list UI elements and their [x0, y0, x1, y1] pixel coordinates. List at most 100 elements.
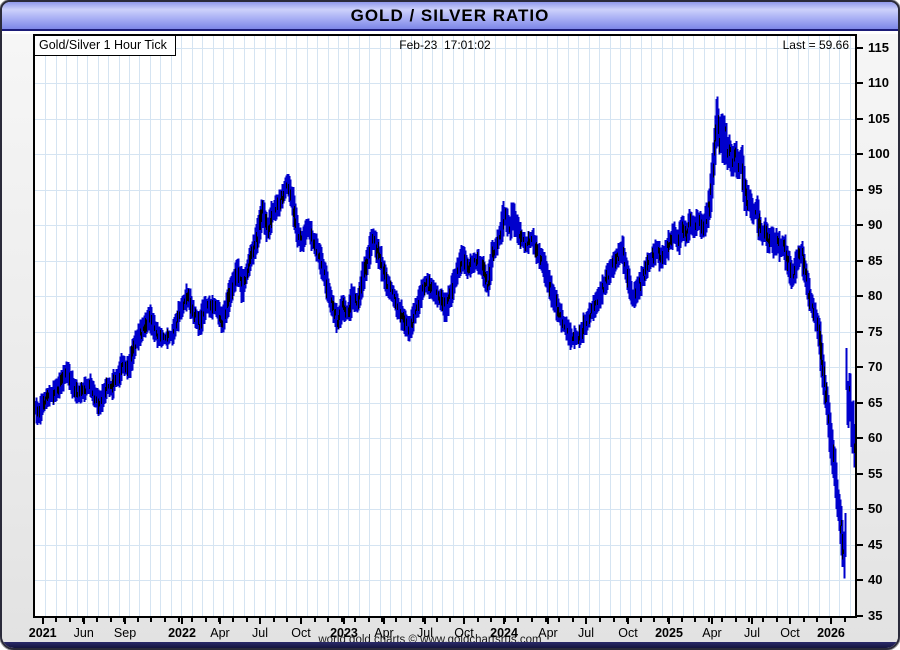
x-axis-tick [342, 618, 345, 624]
x-axis-minor-tick [313, 618, 316, 622]
y-axis-tick [857, 259, 863, 262]
x-axis-label: Jul [416, 626, 433, 640]
x-axis-minor-tick [762, 618, 765, 622]
y-axis-label: 110 [868, 75, 889, 91]
y-axis-tick [857, 366, 863, 369]
x-axis-tick [382, 618, 385, 624]
x-axis-minor-tick [381, 618, 384, 622]
x-axis-minor-tick [571, 618, 574, 622]
x-axis-tick [82, 618, 85, 624]
x-axis-minor-tick [340, 618, 343, 622]
x-axis-minor-tick [748, 618, 751, 622]
x-axis-minor-tick [707, 618, 710, 622]
x-axis-minor-tick [666, 618, 669, 622]
x-axis-minor-tick [245, 618, 248, 622]
x-axis-minor-tick [639, 618, 642, 622]
x-axis-tick [503, 618, 506, 624]
x-axis-minor-tick [286, 618, 289, 622]
x-axis-tick [546, 618, 549, 624]
y-axis-label: 35 [868, 607, 883, 623]
plot-area: Gold/Silver 1 Hour Tick Feb-23 17:01:02 … [33, 34, 857, 618]
chart-timestamp: Feb-23 17:01:02 [399, 38, 491, 52]
x-axis-minor-tick [802, 618, 805, 622]
y-axis-label: 45 [868, 536, 883, 552]
y-axis-tick [857, 224, 863, 227]
x-axis-tick [124, 618, 127, 624]
x-axis-minor-tick [367, 618, 370, 622]
x-axis-tick [300, 618, 302, 624]
y-axis-tick [857, 401, 863, 404]
x-axis-minor-tick [598, 618, 601, 622]
x-axis-minor-tick [680, 618, 683, 622]
x-axis-label: Apr [210, 626, 230, 640]
y-axis-label: 40 [868, 572, 883, 588]
y-axis-tick [857, 508, 863, 511]
x-axis-minor-tick [476, 618, 479, 622]
title-bar: GOLD / SILVER RATIO [2, 2, 898, 31]
y-axis-tick [857, 543, 863, 546]
ratio-chart-canvas [35, 36, 855, 616]
x-axis-minor-tick [558, 618, 561, 622]
y-axis-label: 50 [868, 501, 883, 517]
price-bars [35, 96, 855, 579]
x-axis-label: Apr [702, 626, 722, 640]
y-axis-label: 90 [868, 217, 883, 233]
x-axis-minor-tick [204, 618, 207, 622]
x-axis-minor-tick [231, 618, 234, 622]
x-axis-tick [463, 618, 466, 624]
y-axis-tick [857, 330, 863, 333]
y-axis-label: 80 [868, 288, 883, 304]
x-axis-minor-tick [272, 618, 275, 622]
x-axis-label: Apr [374, 626, 394, 640]
x-axis-minor-tick [517, 618, 520, 622]
chart-panel: Gold/Silver 1 Hour Tick Feb-23 17:01:02 … [2, 34, 898, 648]
x-axis-tick [181, 618, 184, 624]
x-axis-minor-tick [96, 618, 99, 622]
x-axis-minor-tick [490, 618, 493, 622]
x-axis-label: 2021 [28, 626, 57, 640]
x-axis-label: Apr [538, 626, 558, 640]
bottom-bar [2, 642, 898, 648]
x-axis-minor-tick [395, 618, 398, 622]
x-axis-label: Jul [252, 626, 268, 640]
x-axis-tick [627, 618, 630, 624]
x-axis-minor-tick [694, 618, 697, 622]
x-axis-label: 2022 [168, 626, 196, 640]
page-title: GOLD / SILVER RATIO [350, 5, 550, 25]
last-value-label: Last = 59.66 [782, 38, 849, 52]
grid-vertical [45, 36, 851, 616]
x-axis-tick [218, 618, 221, 624]
x-axis-minor-tick [354, 618, 357, 622]
x-axis-label: Oct [454, 626, 474, 640]
x-axis-minor-tick [435, 618, 438, 622]
y-axis-tick [857, 117, 863, 120]
y-axis-label: 115 [868, 39, 889, 55]
x-axis-label: Jul [578, 626, 595, 640]
x-axis-label: 2026 [817, 626, 845, 640]
x-axis-tick [788, 618, 791, 624]
y-axis-label: 105 [868, 110, 890, 126]
price-wicks [37, 115, 855, 560]
x-axis-minor-tick [816, 618, 819, 622]
x-axis-tick [829, 618, 832, 624]
y-axis-label: 85 [868, 252, 883, 268]
x-axis-tick [710, 618, 713, 624]
x-axis-minor-tick [408, 618, 411, 622]
y-axis-tick [857, 295, 863, 298]
x-axis-minor-tick [544, 618, 547, 622]
y-axis-label: 55 [868, 465, 883, 481]
x-axis-minor-tick [721, 618, 724, 622]
x-axis-minor-tick [177, 618, 180, 622]
y-axis-label: 60 [868, 430, 883, 446]
y-axis-label: 65 [868, 394, 883, 410]
y-axis-tick [857, 579, 863, 582]
x-axis-tick [259, 618, 261, 624]
x-axis-label: 2024 [490, 626, 518, 640]
x-axis-minor-tick [734, 618, 737, 622]
x-axis-minor-tick [55, 618, 58, 622]
y-axis-tick [857, 46, 863, 49]
x-axis-minor-tick [422, 618, 425, 622]
x-axis-minor-tick [150, 618, 153, 622]
x-axis-label: Oct [780, 626, 800, 640]
